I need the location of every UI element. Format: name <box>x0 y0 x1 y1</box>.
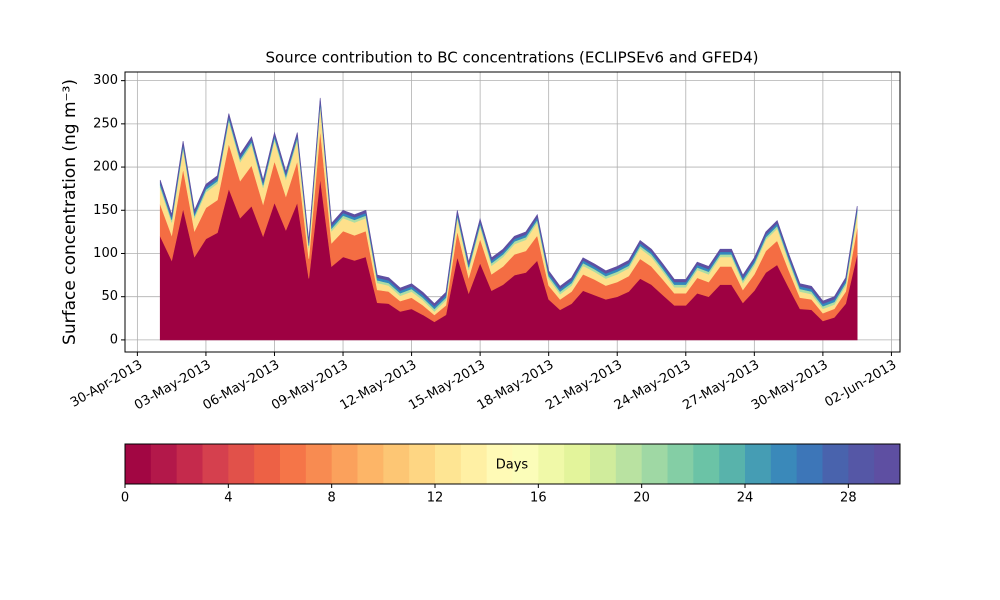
colorbar-tick-label: 0 <box>121 491 129 506</box>
x-tick-label: 18-May-2013 <box>475 358 557 414</box>
colorbar-swatch <box>150 444 178 484</box>
colorbar-swatch <box>796 444 823 484</box>
colorbar-swatch <box>848 444 875 484</box>
y-tick-label: 200 <box>93 160 118 175</box>
colorbar-swatch <box>564 444 591 484</box>
chart-title: Source contribution to BC concentrations… <box>265 49 758 67</box>
y-tick-label: 300 <box>93 73 118 88</box>
colorbar-tick-label: 24 <box>737 491 754 506</box>
y-tick-label: 100 <box>93 246 118 261</box>
colorbar-swatch <box>125 444 152 484</box>
colorbar-swatch <box>615 444 643 484</box>
colorbar-swatch <box>693 444 720 484</box>
x-tick-label: 15-May-2013 <box>406 358 488 414</box>
colorbar-swatch <box>486 444 513 484</box>
colorbar-swatch <box>538 444 565 484</box>
colorbar-swatch <box>667 444 694 484</box>
colorbar-swatch <box>874 444 901 484</box>
x-tick-label: 02-Jun-2013 <box>822 358 899 411</box>
colorbar-swatch <box>745 444 772 484</box>
colorbar-swatch <box>202 444 229 484</box>
x-tick-label: 27-May-2013 <box>680 358 762 414</box>
colorbar-swatch <box>409 444 436 484</box>
y-tick-label: 150 <box>93 203 118 218</box>
colorbar-swatch <box>435 444 462 484</box>
colorbar-label: Days <box>496 458 529 473</box>
colorbar-swatch <box>460 444 488 484</box>
colorbar-tick-label: 8 <box>328 491 336 506</box>
x-tick-label: 03-May-2013 <box>132 358 214 414</box>
x-tick-label: 06-May-2013 <box>201 358 283 414</box>
colorbar-swatch <box>357 444 384 484</box>
colorbar-tick-label: 28 <box>840 491 857 506</box>
colorbar-swatch <box>254 444 281 484</box>
x-tick-label: 09-May-2013 <box>269 358 351 414</box>
colorbar-swatch <box>641 444 668 484</box>
plot-area: 05010015020025030030-Apr-201303-May-2013… <box>68 71 901 414</box>
colorbar-frame <box>124 443 901 485</box>
colorbar-swatch <box>383 444 410 484</box>
x-tick-label: 21-May-2013 <box>543 358 625 414</box>
area-layer <box>159 97 858 307</box>
colorbar-swatch <box>719 444 746 484</box>
colorbar-swatch <box>228 444 255 484</box>
colorbar-tick-label: 12 <box>427 491 444 506</box>
y-axis-label: Surface concentration (ng m⁻³) <box>60 79 80 345</box>
y-tick-label: 0 <box>110 332 118 347</box>
colorbar-swatch <box>770 444 798 484</box>
colorbar-swatch <box>176 444 203 484</box>
colorbar-tick-label: 4 <box>224 491 232 506</box>
y-tick-label: 250 <box>93 116 118 131</box>
axes-frame <box>124 71 901 353</box>
colorbar-swatch <box>305 444 333 484</box>
colorbar-swatch <box>822 444 849 484</box>
colorbar-tick-label: 20 <box>633 491 650 506</box>
x-tick-label: 24-May-2013 <box>612 358 694 414</box>
x-tick-label: 30-May-2013 <box>749 358 831 414</box>
colorbar-swatch <box>512 444 539 484</box>
x-tick-label: 12-May-2013 <box>338 358 420 414</box>
colorbar-swatch <box>280 444 307 484</box>
y-tick-label: 50 <box>101 289 118 304</box>
colorbar-swatch <box>590 444 617 484</box>
colorbar-swatch <box>331 444 358 484</box>
colorbar-tick-label: 16 <box>530 491 547 506</box>
